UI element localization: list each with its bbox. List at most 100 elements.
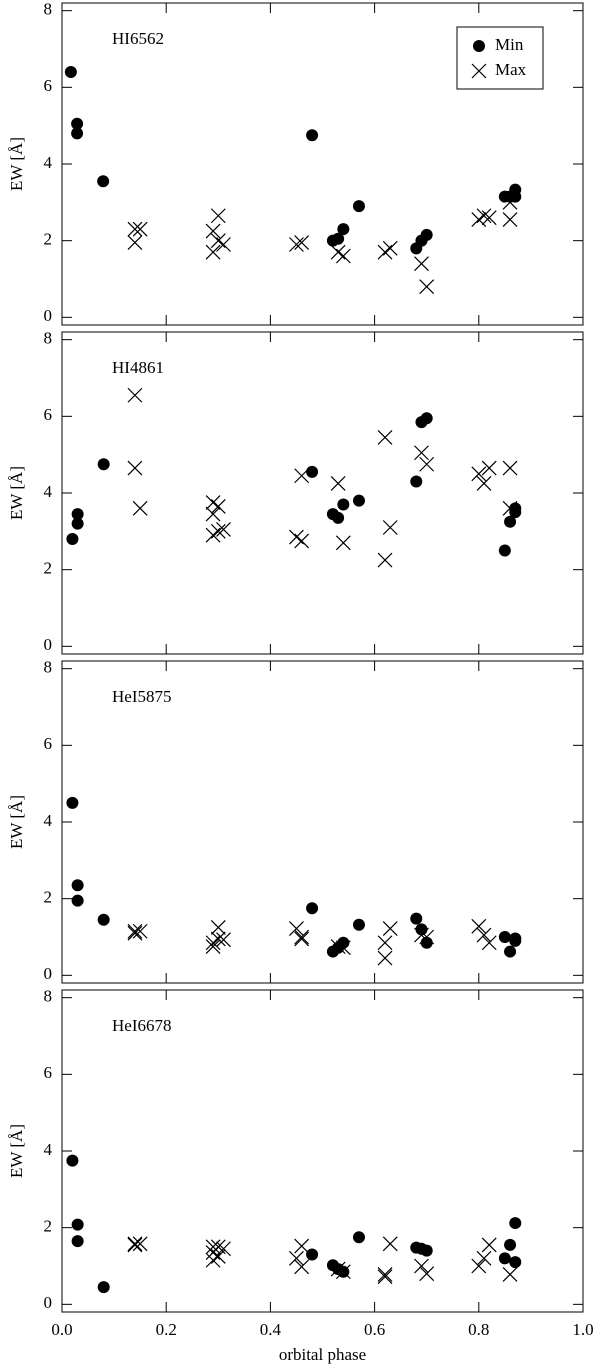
point bbox=[127, 923, 143, 939]
legend-marker bbox=[473, 40, 485, 52]
point bbox=[420, 936, 433, 949]
panel: 0 2 4 6 8 EW [Å] HeI5875 bbox=[7, 658, 584, 984]
point bbox=[71, 508, 84, 521]
point bbox=[419, 279, 435, 295]
y-tick-label: 8 bbox=[44, 658, 53, 677]
point bbox=[205, 939, 221, 955]
y-tick-label: 0 bbox=[44, 635, 53, 654]
point bbox=[64, 66, 77, 78]
point bbox=[132, 923, 148, 939]
point bbox=[471, 918, 487, 934]
point bbox=[97, 913, 110, 926]
point bbox=[97, 1281, 110, 1294]
point bbox=[71, 117, 84, 130]
panel-label: HI4861 bbox=[112, 358, 164, 377]
point bbox=[97, 175, 110, 188]
point bbox=[132, 221, 148, 237]
point bbox=[504, 1238, 517, 1251]
point bbox=[498, 931, 511, 943]
x-tick-label: 1.0 bbox=[572, 1320, 593, 1339]
point bbox=[414, 927, 429, 943]
point bbox=[420, 228, 433, 241]
point bbox=[335, 1264, 351, 1280]
point bbox=[377, 1269, 393, 1285]
point bbox=[502, 500, 518, 516]
point bbox=[66, 533, 79, 545]
x-tick-label: 0.0 bbox=[51, 1320, 72, 1339]
legend-marker bbox=[471, 63, 487, 79]
panel: 0 2 4 6 8 EW [Å] HI4861 bbox=[7, 329, 584, 655]
point bbox=[127, 1237, 143, 1253]
point bbox=[335, 940, 351, 956]
y-tick-label: 4 bbox=[44, 153, 53, 172]
y-tick-label: 0 bbox=[44, 1293, 53, 1312]
point bbox=[410, 475, 423, 488]
point bbox=[481, 460, 497, 476]
legend-label: Max bbox=[495, 60, 527, 79]
point bbox=[352, 200, 365, 213]
point bbox=[476, 475, 492, 491]
x-tick-label: 0.6 bbox=[364, 1320, 385, 1339]
point bbox=[337, 936, 350, 949]
x-tick-label: 0.8 bbox=[468, 1320, 489, 1339]
point bbox=[352, 494, 365, 507]
y-tick-label: 6 bbox=[44, 76, 53, 95]
point bbox=[502, 212, 518, 228]
plot-frame bbox=[61, 331, 584, 655]
point bbox=[306, 902, 319, 915]
point bbox=[294, 1259, 310, 1275]
point bbox=[205, 223, 221, 239]
point bbox=[476, 208, 492, 224]
point bbox=[382, 520, 398, 535]
y-tick-label: 6 bbox=[44, 405, 53, 424]
point bbox=[71, 879, 84, 892]
point bbox=[377, 950, 393, 966]
point bbox=[294, 1238, 310, 1254]
point bbox=[205, 506, 221, 522]
point bbox=[382, 921, 398, 936]
panel-label: HeI5875 bbox=[112, 687, 171, 706]
y-tick-label: 4 bbox=[44, 811, 53, 830]
point bbox=[216, 521, 231, 537]
point bbox=[210, 931, 226, 947]
point bbox=[71, 894, 84, 907]
point bbox=[498, 1252, 511, 1265]
point bbox=[127, 1236, 143, 1252]
y-tick-label: 8 bbox=[44, 987, 53, 1006]
point bbox=[415, 923, 428, 936]
y-axis-label: EW [Å] bbox=[7, 137, 26, 191]
legend-label: Min bbox=[495, 35, 524, 54]
point bbox=[352, 1231, 365, 1244]
y-axis-label: EW [Å] bbox=[7, 795, 26, 849]
panel-label: HeI6678 bbox=[112, 1016, 171, 1035]
panel: 0 2 4 6 8 EW [Å] HI6562 Min Max bbox=[7, 0, 584, 326]
point bbox=[71, 1235, 84, 1248]
point bbox=[502, 1267, 518, 1282]
point bbox=[71, 1218, 84, 1231]
x-tick-label: 0.4 bbox=[260, 1320, 282, 1339]
point bbox=[335, 248, 351, 264]
point bbox=[330, 939, 346, 955]
point bbox=[210, 1248, 226, 1264]
point bbox=[410, 912, 423, 925]
point bbox=[420, 1244, 433, 1257]
y-axis-label: EW [Å] bbox=[7, 466, 26, 520]
point bbox=[420, 412, 433, 425]
point bbox=[306, 1248, 319, 1261]
point bbox=[504, 945, 517, 958]
point bbox=[210, 498, 226, 514]
point bbox=[210, 919, 226, 935]
point bbox=[294, 931, 310, 947]
point bbox=[509, 506, 522, 519]
point bbox=[306, 129, 319, 142]
point bbox=[509, 1256, 522, 1269]
point bbox=[97, 458, 110, 471]
x-axis-label: orbital phase bbox=[279, 1345, 366, 1364]
point bbox=[132, 1236, 148, 1252]
point bbox=[481, 1237, 497, 1253]
point bbox=[481, 935, 497, 951]
point bbox=[127, 460, 143, 476]
point bbox=[71, 127, 84, 140]
point bbox=[509, 934, 522, 947]
point bbox=[481, 210, 497, 226]
